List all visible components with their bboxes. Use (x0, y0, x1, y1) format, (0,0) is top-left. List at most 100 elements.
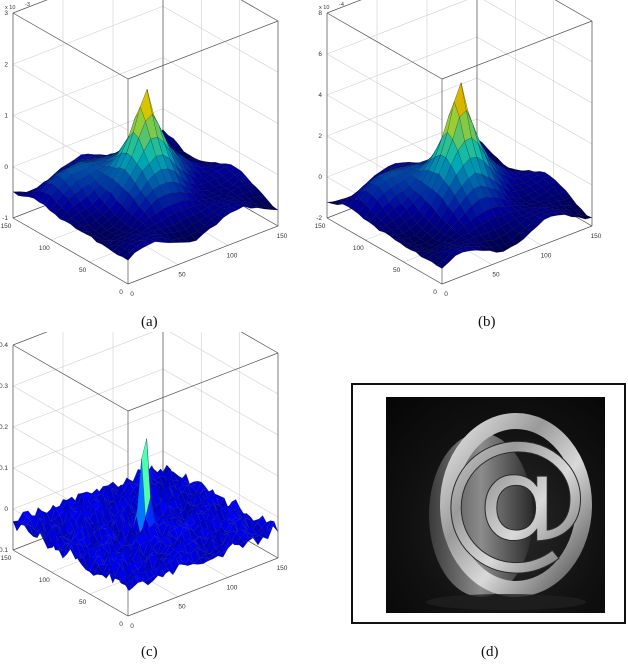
z-tick-label: 8 (318, 10, 322, 17)
z-tick-label: 0 (4, 506, 8, 513)
wall-gridline (169, 332, 279, 395)
wall-gridline (162, 368, 279, 436)
caption-a: (a) (141, 314, 158, 330)
z-tick-label: 1 (4, 113, 8, 120)
frame-edge (326, 12, 443, 80)
z-tick-label: 0.3 (0, 383, 8, 390)
wall-gridline (476, 118, 593, 186)
wall-gridline (326, 94, 443, 162)
z-tick-label: 0.2 (0, 424, 8, 431)
z-tick-label: -2 (316, 215, 322, 222)
x-tick-label: 100 (227, 252, 238, 259)
y-tick-label: 50 (393, 267, 401, 274)
y-tick-label: 100 (353, 245, 364, 252)
z-tick-label: 0.4 (0, 342, 8, 349)
frame-edge (240, 332, 279, 354)
frame-edge (127, 557, 279, 617)
wall-gridline (326, 77, 478, 137)
frame-edge (127, 352, 279, 412)
z-multiplier-label: x 10 (5, 5, 15, 11)
wall-gridline (326, 0, 362, 14)
z-exponent-label: -4 (339, 2, 344, 8)
surface (12, 438, 279, 591)
wall-gridline (12, 0, 48, 14)
wall-gridline (12, 385, 129, 453)
z-tick-label: 6 (318, 51, 322, 58)
frame-edge (12, 12, 129, 80)
z-tick-label: 2 (318, 133, 322, 140)
y-tick-label: 50 (79, 267, 87, 274)
z-tick-label: -0.1 (0, 547, 8, 554)
caption-b: (b) (478, 314, 496, 330)
wall-gridline (162, 108, 279, 176)
z-tick-label: 4 (318, 92, 322, 99)
wall-gridline (12, 5, 164, 65)
frame-edge (12, 549, 129, 617)
frame-edge (127, 20, 279, 80)
z-tick-label: 0.1 (0, 465, 8, 472)
at-symbol-photo-frame: @ (351, 383, 626, 624)
wall-gridline (12, 426, 129, 494)
at-symbol-photo: @ (386, 397, 605, 613)
surface-plot-a: 0 50 100 150 0 50 100 150 -1 0 1 2 3 x 10 -3 (0, 0, 314, 300)
floor-shadow (426, 594, 586, 610)
wall-gridline (162, 5, 279, 73)
at-symbol-ring (440, 413, 592, 597)
wall-gridline (12, 57, 164, 116)
wall-gridline (240, 0, 279, 22)
frame-edge (12, 344, 129, 412)
wall-gridline (12, 63, 129, 131)
wall-gridline (326, 36, 478, 96)
at-symbol-render: @ (426, 409, 592, 610)
wall-gridline (476, 77, 593, 145)
x-tick-label: 0 (130, 291, 134, 298)
frame-edge (127, 225, 279, 285)
frame-edge (326, 217, 443, 285)
at-symbol-glyph: @ (441, 409, 591, 583)
y-tick-label: 100 (39, 245, 50, 252)
x-tick-label: 150 (277, 565, 288, 572)
wall-gridline (326, 53, 443, 121)
z-tick-label: -1 (2, 215, 8, 222)
x-tick-label: 150 (277, 233, 288, 240)
z-exponent-label: -3 (25, 2, 30, 8)
frame-edge (240, 0, 279, 22)
z-tick-label: 3 (4, 10, 8, 17)
surface (12, 88, 279, 261)
x-tick-label: 50 (178, 604, 186, 611)
wall-gridline (162, 409, 279, 477)
y-tick-label: 150 (1, 223, 12, 230)
frame-edge (12, 217, 129, 285)
x-tick-label: 100 (541, 252, 552, 259)
surface-plot-b: 0 50 100 150 0 50 100 150 -2 0 2 4 6 8 x 10 -4 (314, 0, 628, 300)
wall-gridline (240, 332, 279, 354)
z-tick-label: 0 (318, 174, 322, 181)
x-tick-label: 50 (178, 272, 186, 279)
caption-c: (c) (141, 644, 158, 660)
y-tick-label: 50 (79, 599, 87, 606)
x-tick-label: 0 (444, 291, 448, 298)
wall-gridline (476, 36, 593, 104)
y-tick-label: 100 (39, 577, 50, 584)
frame-edge (12, 0, 48, 14)
x-tick-label: 100 (227, 584, 238, 591)
surface (326, 82, 593, 269)
wall-gridline (326, 0, 468, 55)
surface-patch (269, 521, 279, 532)
surface-patch (265, 205, 279, 211)
frame-edge (441, 20, 593, 80)
wall-gridline (12, 409, 164, 469)
x-tick-label: 0 (130, 623, 134, 630)
frame-edge (441, 225, 593, 285)
frame-edge (554, 0, 593, 22)
wall-gridline (12, 368, 164, 428)
wall-gridline (162, 450, 279, 518)
frame-edge (326, 0, 362, 14)
caption-d: (d) (481, 644, 499, 660)
